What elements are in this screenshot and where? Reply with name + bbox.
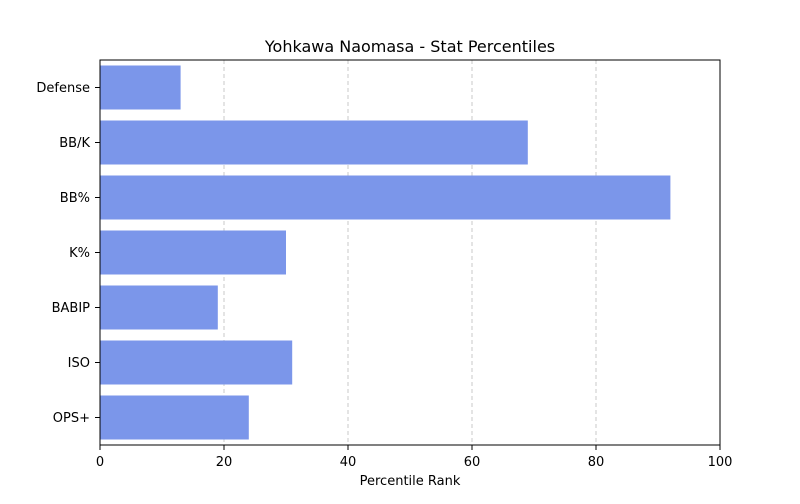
y-axis-ticks: OPS+ ISO BABIP K% BB% BB/K Defense bbox=[36, 81, 100, 426]
x-axis-label: Percentile Rank bbox=[360, 474, 461, 489]
x-tick-label: 40 bbox=[340, 455, 357, 470]
bar-k bbox=[100, 230, 286, 275]
x-tick-label: 80 bbox=[588, 455, 605, 470]
y-tick-label: OPS+ bbox=[53, 411, 90, 426]
bars bbox=[100, 65, 671, 440]
y-tick-label: K% bbox=[69, 246, 90, 261]
x-tick-label: 0 bbox=[96, 455, 104, 470]
y-tick-label: BB/K bbox=[59, 136, 90, 151]
bar-defense bbox=[100, 65, 181, 110]
bar-bb-k bbox=[100, 120, 528, 165]
y-tick-label: ISO bbox=[68, 356, 90, 371]
x-tick-label: 100 bbox=[708, 455, 733, 470]
x-axis-ticks: 0 20 40 60 80 100 bbox=[96, 445, 733, 470]
bar-babip bbox=[100, 285, 218, 330]
x-tick-label: 20 bbox=[216, 455, 233, 470]
bar-bb bbox=[100, 175, 671, 220]
bar-iso bbox=[100, 340, 293, 385]
y-tick-label: Defense bbox=[36, 81, 90, 96]
x-tick-label: 60 bbox=[464, 455, 481, 470]
y-tick-label: BB% bbox=[60, 191, 90, 206]
bar-ops bbox=[100, 395, 249, 440]
y-tick-label: BABIP bbox=[52, 301, 91, 316]
chart-title: Yohkawa Naomasa - Stat Percentiles bbox=[264, 37, 555, 56]
